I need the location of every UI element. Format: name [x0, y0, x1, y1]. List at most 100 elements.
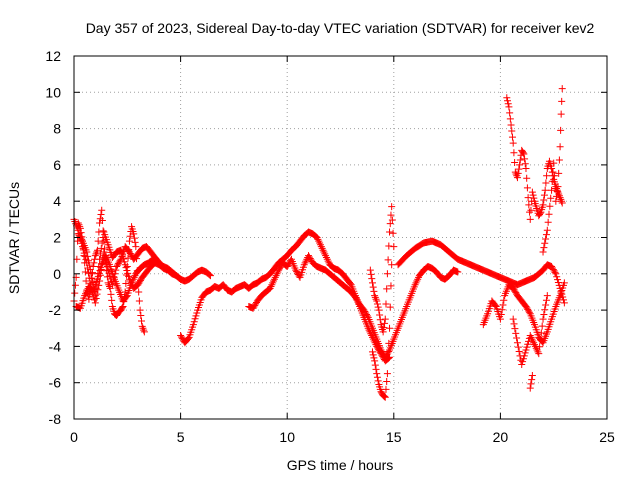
data-point — [82, 290, 90, 298]
data-point — [284, 261, 292, 269]
data-point — [371, 357, 379, 365]
data-point — [88, 274, 96, 282]
series-track-13 — [503, 94, 566, 223]
data-point — [114, 260, 122, 268]
data-point — [135, 288, 143, 296]
data-point — [535, 350, 543, 358]
data-point — [271, 273, 279, 281]
y-tick-label: -8 — [49, 411, 62, 427]
data-point — [536, 209, 544, 217]
data-point — [306, 255, 314, 263]
data-point — [515, 165, 523, 173]
y-tick-label: 8 — [53, 121, 61, 137]
data-point — [543, 172, 551, 180]
data-point — [519, 355, 527, 363]
data-point — [504, 100, 512, 108]
data-point — [540, 191, 548, 199]
data-point — [319, 246, 327, 254]
data-point — [543, 292, 551, 300]
data-point — [316, 239, 324, 247]
data-point — [530, 194, 538, 202]
data-point — [87, 270, 95, 278]
data-point — [177, 275, 185, 283]
tick-label-layer: 0 5 10 15 20 25 -8 -6 -4 -2 0 2 4 6 8 10 12 — [45, 48, 615, 445]
data-point — [508, 133, 516, 141]
data-point — [84, 252, 92, 260]
data-point — [363, 310, 371, 318]
data-point — [528, 188, 536, 196]
data-point — [90, 287, 98, 295]
data-point — [100, 248, 108, 256]
data-point — [373, 370, 381, 378]
data-point — [189, 321, 197, 329]
data-point — [542, 301, 550, 309]
data-point — [558, 97, 566, 105]
data-point — [125, 248, 133, 256]
data-point — [516, 161, 524, 169]
data-point — [90, 259, 98, 267]
data-point — [318, 244, 326, 252]
data-point — [305, 252, 313, 260]
data-point — [105, 269, 113, 277]
data-point — [537, 329, 545, 337]
data-point — [510, 149, 518, 157]
data-point — [98, 239, 106, 247]
data-point — [523, 174, 531, 182]
data-point — [496, 315, 504, 323]
data-point — [558, 85, 566, 93]
data-point — [386, 220, 394, 228]
data-point — [521, 349, 529, 357]
data-point — [371, 292, 379, 300]
data-point — [513, 334, 521, 342]
data-point — [130, 230, 138, 238]
data-point — [252, 300, 260, 308]
data-point — [553, 188, 561, 196]
data-point — [532, 344, 540, 352]
data-point — [554, 279, 562, 287]
data-point — [552, 197, 560, 205]
data-point — [123, 267, 131, 275]
data-point — [515, 347, 523, 355]
data-point — [324, 257, 332, 265]
data-point — [526, 208, 534, 216]
data-point — [381, 353, 389, 361]
data-point — [414, 275, 422, 283]
data-point — [370, 354, 378, 362]
data-point — [93, 277, 101, 285]
data-point — [374, 377, 382, 385]
data-point — [513, 174, 521, 182]
data-point — [71, 289, 79, 297]
data-point — [86, 265, 94, 273]
data-point — [381, 319, 389, 327]
data-point — [527, 380, 535, 388]
data-point — [177, 333, 185, 341]
data-point — [369, 283, 377, 291]
data-point — [315, 237, 323, 245]
data-point — [538, 322, 546, 330]
data-point — [509, 284, 517, 292]
data-point — [548, 177, 556, 185]
data-point — [378, 347, 386, 355]
data-point — [553, 192, 561, 200]
data-point — [412, 279, 420, 287]
data-point — [95, 263, 103, 271]
data-point — [104, 266, 112, 274]
data-point — [353, 296, 361, 304]
data-point — [269, 279, 277, 287]
data-point — [377, 346, 385, 354]
data-point — [372, 295, 380, 303]
data-point — [366, 266, 374, 274]
data-point — [363, 312, 371, 320]
data-point — [85, 261, 93, 269]
data-point — [272, 272, 280, 280]
data-point — [131, 238, 139, 246]
data-point — [92, 284, 100, 292]
data-point — [90, 296, 98, 304]
data-point — [175, 274, 183, 282]
data-point — [382, 300, 390, 308]
data-point — [91, 252, 99, 260]
data-point — [270, 277, 278, 285]
data-point — [520, 150, 528, 158]
data-point — [511, 158, 519, 166]
